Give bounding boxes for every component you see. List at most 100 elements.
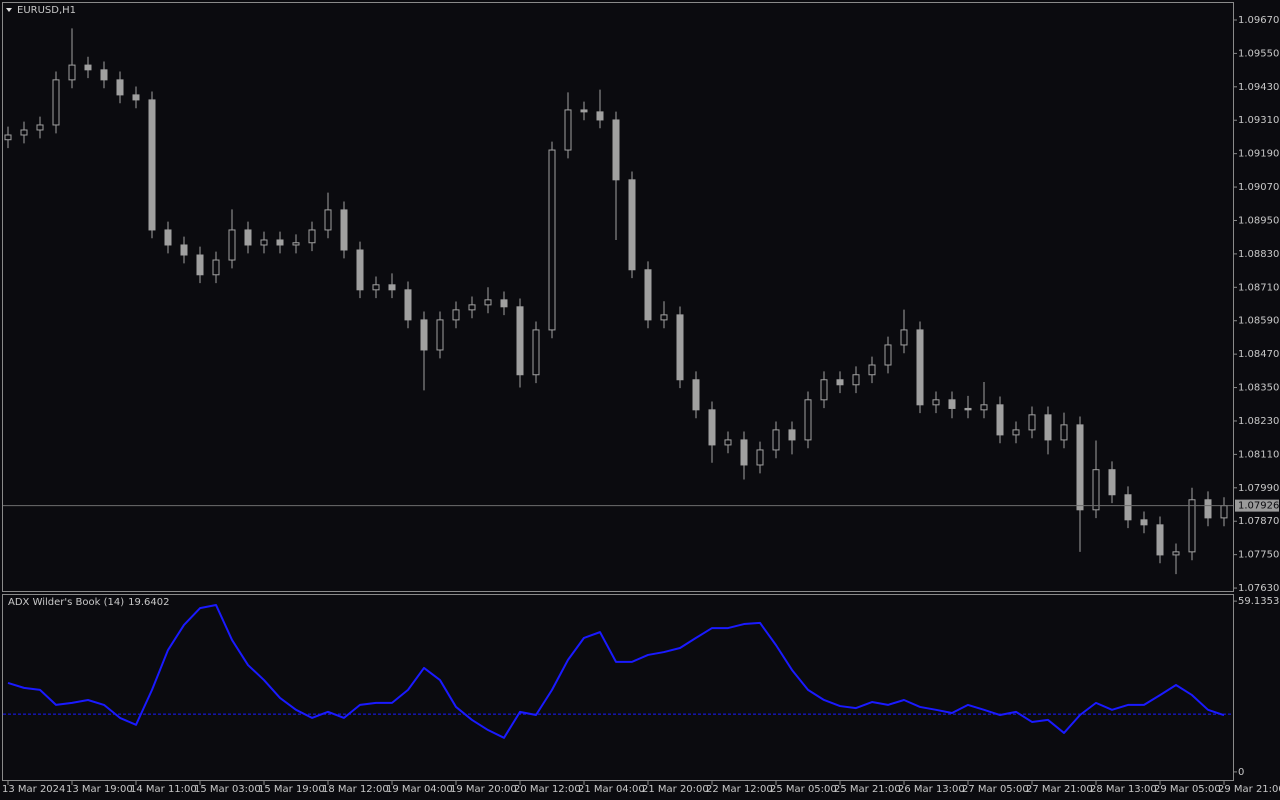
candle-body: [1204, 499, 1212, 519]
candle-body: [500, 299, 508, 308]
price-panel-frame: [2, 2, 1234, 592]
candle-body: [932, 399, 940, 406]
candle-body: [660, 314, 668, 321]
x-tick-label: 25 Mar 05:00: [770, 784, 837, 795]
candle-body: [260, 239, 268, 246]
candle-body: [740, 439, 748, 466]
candle-body: [340, 209, 348, 251]
candle-body: [724, 439, 732, 446]
candle-body: [132, 94, 140, 101]
candle-body: [804, 399, 812, 441]
x-tick-label: 29 Mar 05:00: [1154, 784, 1221, 795]
candle-body: [180, 244, 188, 256]
candle-body: [1108, 469, 1116, 496]
candle-body: [1044, 414, 1052, 441]
y-tick-label: 0: [1238, 767, 1244, 778]
candle-body: [756, 449, 764, 466]
candle-body: [1012, 429, 1020, 436]
y-tick-label: 1.08350: [1238, 383, 1279, 394]
candle-body: [692, 379, 700, 411]
candle-body: [612, 119, 620, 181]
candle-body: [20, 129, 28, 136]
candle-body: [52, 79, 60, 126]
x-tick-label: 29 Mar 21:00: [1218, 784, 1280, 795]
candle-body: [596, 111, 604, 121]
candle-body: [788, 429, 796, 441]
x-tick-label: 25 Mar 21:00: [834, 784, 901, 795]
candle-body: [212, 259, 220, 276]
y-tick-label: 59.1353: [1238, 596, 1279, 607]
candle-body: [388, 284, 396, 291]
y-tick-label: 1.07630: [1238, 583, 1279, 594]
candle-body: [772, 429, 780, 451]
y-tick-label: 1.08950: [1238, 215, 1279, 226]
candle-body: [564, 109, 572, 151]
symbol-menu-arrow[interactable]: [6, 8, 12, 12]
current-price-label: 1.07926: [1238, 501, 1279, 512]
y-tick-label: 1.09310: [1238, 115, 1279, 126]
y-tick-label: 1.08830: [1238, 249, 1279, 260]
x-tick-label: 21 Mar 20:00: [642, 784, 709, 795]
candle-body: [1156, 524, 1164, 556]
y-tick-label: 1.08470: [1238, 349, 1279, 360]
y-tick-label: 1.07990: [1238, 483, 1279, 494]
candle-body: [436, 319, 444, 351]
candle-body: [916, 329, 924, 406]
current-price-box: [1235, 499, 1279, 512]
candle-body: [868, 364, 876, 376]
x-tick-label: 20 Mar 12:00: [514, 784, 581, 795]
candle-body: [532, 329, 540, 376]
indicator-title: ADX Wilder's Book (14) 19.6402: [8, 597, 170, 608]
candle-body: [1028, 414, 1036, 431]
x-tick-label: 21 Mar 04:00: [578, 784, 645, 795]
candle-body: [580, 109, 588, 113]
candle-body: [1076, 424, 1084, 511]
candle-body: [1188, 499, 1196, 553]
y-tick-label: 1.09190: [1238, 149, 1279, 160]
indicator-panel-frame: [2, 594, 1234, 781]
y-tick-label: 1.08110: [1238, 449, 1279, 460]
candle-body: [852, 374, 860, 386]
candle-body: [228, 229, 236, 261]
candle-body: [484, 299, 492, 306]
candle-body: [36, 124, 44, 131]
candle-body: [980, 404, 988, 411]
adx-line: [7, 603, 1225, 739]
candle-body: [1060, 424, 1068, 441]
candle-body: [404, 289, 412, 321]
x-tick-label: 14 Mar 11:00: [130, 784, 197, 795]
candle-body: [276, 239, 284, 246]
candle-body: [372, 284, 380, 291]
candle-body: [468, 304, 476, 311]
x-tick-label: 13 Mar 2024: [2, 784, 65, 795]
x-tick-label: 15 Mar 19:00: [258, 784, 325, 795]
candle-body: [148, 99, 156, 231]
candle-body: [164, 229, 172, 246]
candle-body: [4, 134, 12, 141]
candle-body: [68, 64, 76, 81]
candle-body: [836, 379, 844, 386]
indicator-name: ADX Wilder's Book (14): [8, 597, 124, 608]
candle-body: [1172, 551, 1180, 556]
x-tick-label: 19 Mar 04:00: [386, 784, 453, 795]
candle-body: [900, 329, 908, 346]
candle-body: [884, 344, 892, 366]
candle-body: [820, 379, 828, 401]
candle-body: [324, 209, 332, 231]
candle-body: [628, 179, 636, 271]
y-tick-label: 1.07870: [1238, 516, 1279, 527]
candle-body: [100, 69, 108, 81]
candle-body: [420, 319, 428, 351]
candle-body: [1220, 505, 1228, 519]
candle-body: [356, 249, 364, 291]
candle-body: [116, 79, 124, 96]
candle-body: [996, 404, 1004, 436]
indicator-last-value: 19.6402: [128, 597, 169, 608]
candle-body: [196, 254, 204, 276]
candle-body: [84, 64, 92, 71]
y-tick-label: 1.09670: [1238, 15, 1279, 26]
candle-body: [1124, 494, 1132, 521]
candle-body: [964, 407, 972, 411]
